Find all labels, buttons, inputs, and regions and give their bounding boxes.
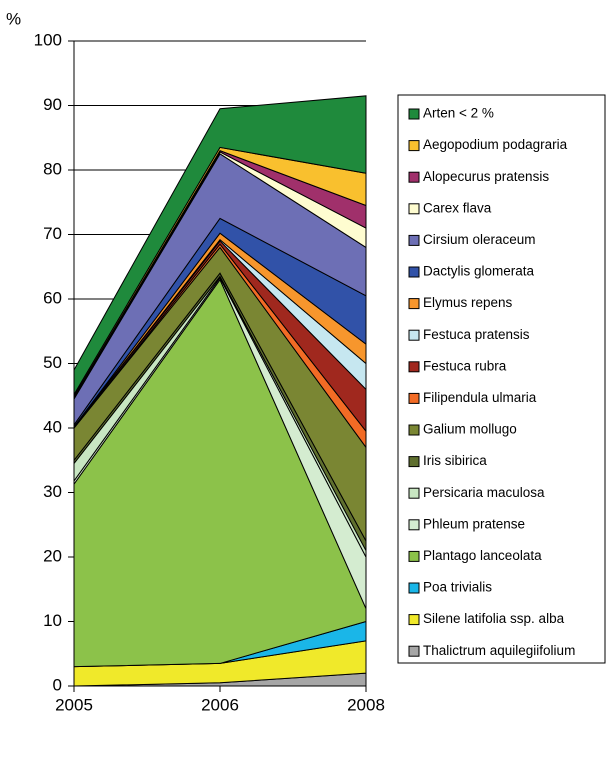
areas (73, 95, 367, 687)
legend-label: Galium mollugo (423, 422, 517, 437)
legend-label: Plantago lanceolata (423, 548, 542, 563)
legend-label: Festuca rubra (423, 358, 507, 373)
legend-swatch (408, 392, 420, 404)
legend-label: Aegopodium podagraria (423, 137, 568, 152)
legend-label: Iris sibirica (423, 453, 487, 468)
x-tick-label: 2005 (55, 695, 93, 714)
y-tick-label: 0 (53, 675, 62, 694)
legend-label: Festuca pratensis (423, 327, 530, 342)
legend-label: Poa trivialis (423, 580, 492, 595)
y-tick-label: 40 (43, 417, 62, 436)
x-tick-label: 2006 (201, 695, 239, 714)
legend-label: Silene latifolia ssp. alba (423, 611, 565, 626)
legend-label: Elymus repens (423, 295, 513, 310)
y-tick-label: 70 (43, 224, 62, 243)
legend-swatch (408, 140, 420, 152)
y-tick-label: 80 (43, 159, 62, 178)
y-tick-label: 50 (43, 353, 62, 372)
y-tick-label: 10 (43, 611, 62, 630)
legend-swatch (408, 582, 420, 594)
legend-swatch (408, 329, 420, 341)
legend-swatch (408, 266, 420, 278)
legend-label: Carex flava (423, 200, 492, 215)
legend-label: Arten < 2 % (423, 106, 494, 121)
legend-swatch (408, 108, 420, 120)
legend-swatch (408, 361, 420, 373)
legend-label: Dactylis glomerata (423, 264, 535, 279)
x-tick-label: 2008 (347, 695, 385, 714)
legend-swatch (408, 645, 420, 657)
y-tick-label: 100 (34, 30, 62, 49)
legend-swatch (408, 234, 420, 246)
y-tick-label: 90 (43, 95, 62, 114)
y-tick-label: 20 (43, 546, 62, 565)
y-tick-label: 30 (43, 482, 62, 501)
legend-swatch (408, 614, 420, 626)
y-axis-label: % (6, 9, 21, 28)
legend-swatch (408, 456, 420, 468)
legend-swatch (408, 487, 420, 499)
legend (397, 94, 606, 664)
legend-entries: Arten < 2 % Aegopodium podagraria Alopecur… (408, 106, 575, 658)
legend-label: Filipendula ulmaria (423, 390, 537, 405)
legend-label: Persicaria maculosa (423, 485, 545, 500)
legend-swatch (408, 171, 420, 183)
legend-label: Thalictrum aquilegiifolium (423, 643, 575, 658)
legend-swatch (408, 550, 420, 562)
y-tick-label: 60 (43, 288, 62, 307)
legend-swatch (408, 519, 420, 531)
legend-label: Cirsium oleraceum (423, 232, 536, 247)
legend-swatch (408, 424, 420, 436)
legend-label: Alopecurus pratensis (423, 169, 549, 184)
legend-swatch (408, 203, 420, 215)
legend-label: Phleum pratense (423, 516, 525, 531)
legend-swatch (408, 298, 420, 310)
